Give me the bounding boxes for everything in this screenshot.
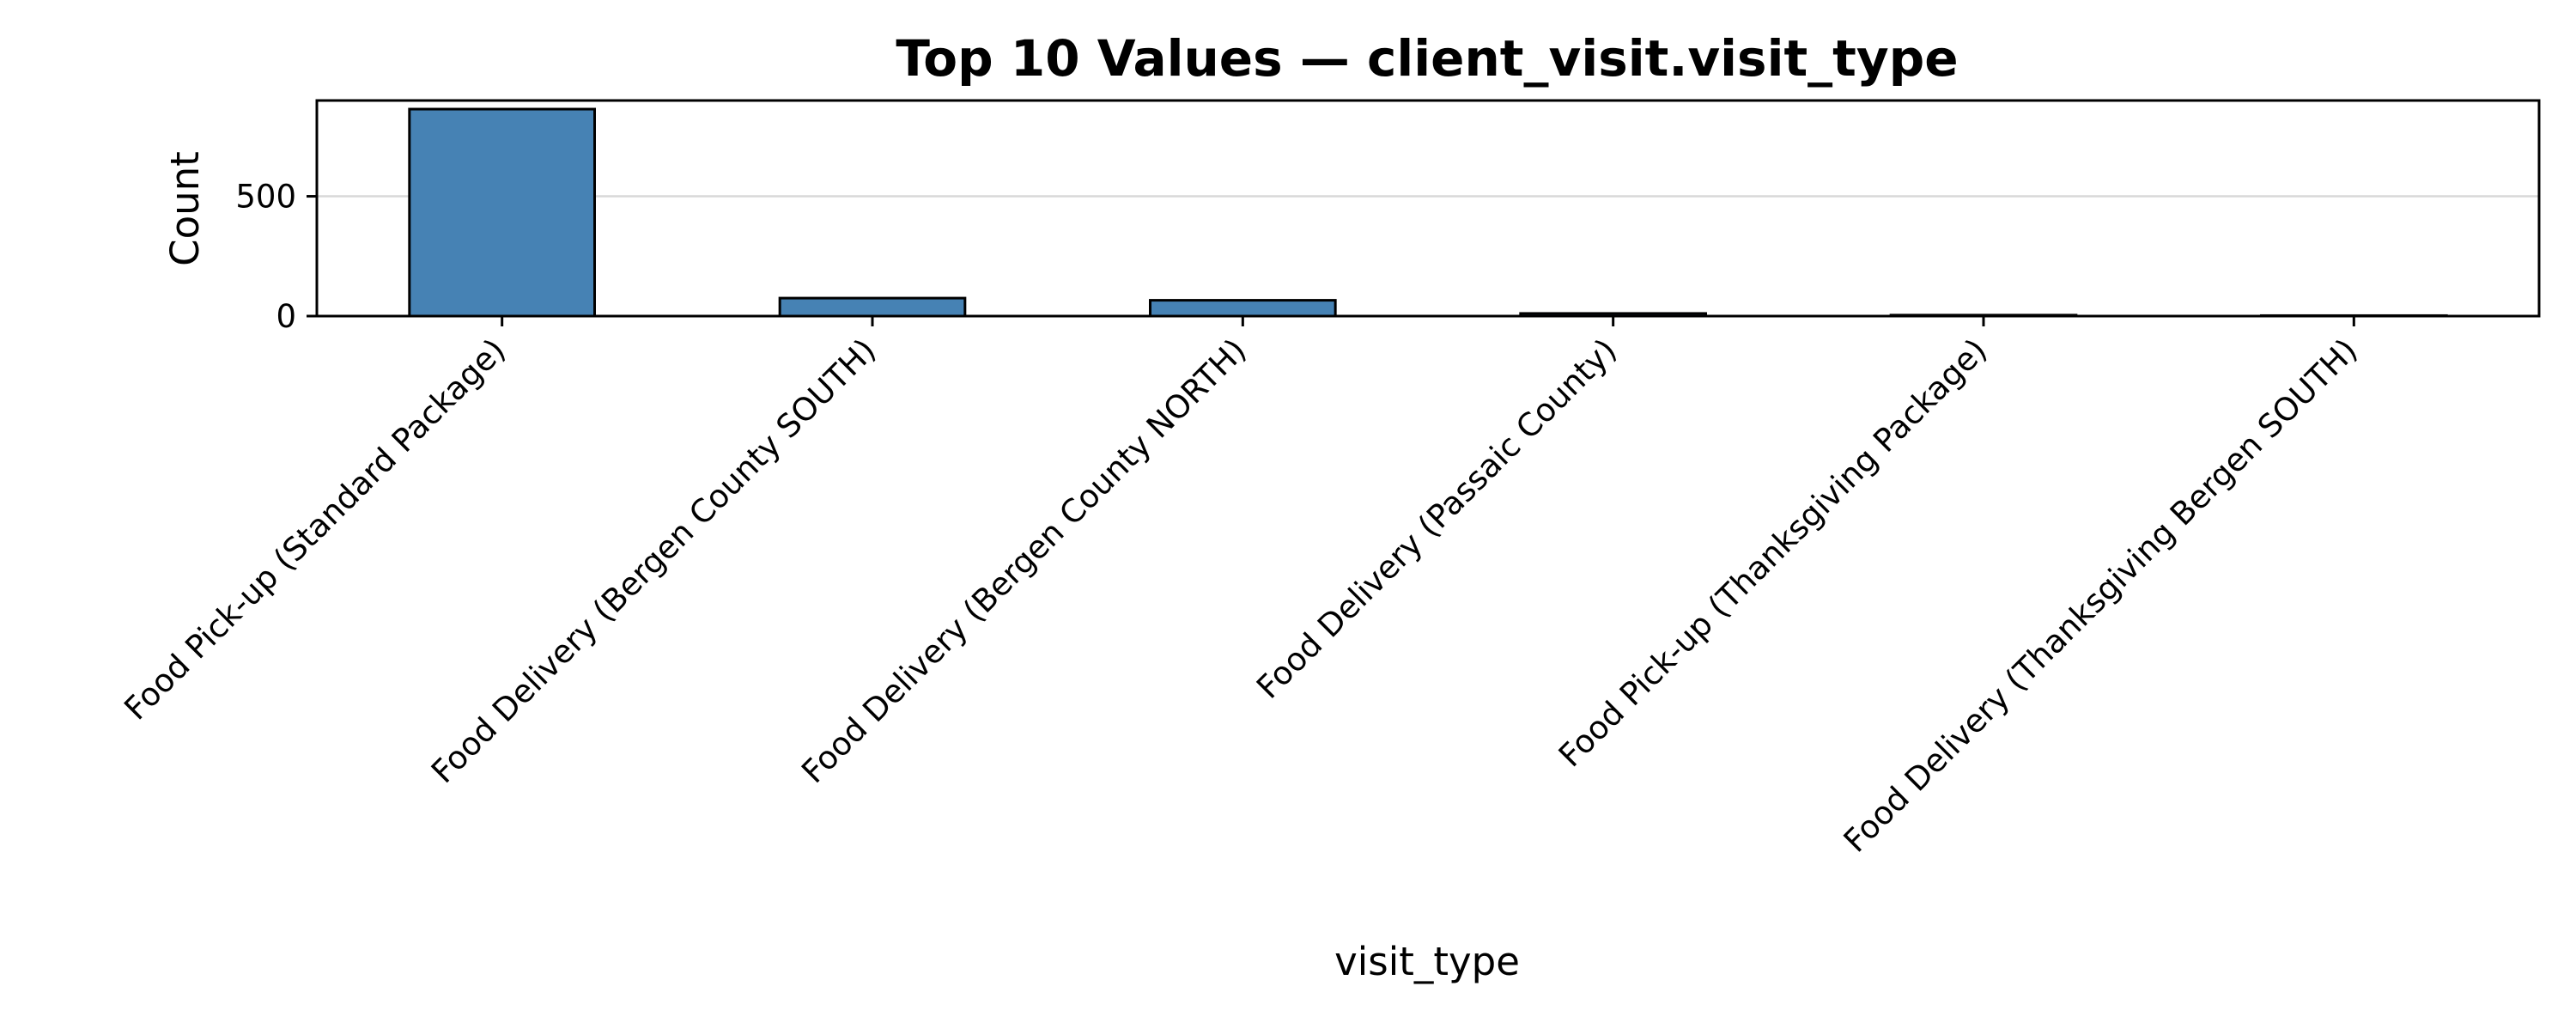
plot-area-frame [315,99,2541,318]
x-axis-label: visit_type [1334,939,1520,984]
chart-title: Top 10 Values — client_visit.visit_type [896,29,1958,88]
x-tick-label: Food Pick-up (Thanksgiving Package) [1552,332,1994,774]
x-axis-ticks: Food Pick-up (Standard Package)Food Deli… [117,316,2365,860]
y-axis-label: Count [162,151,208,266]
x-tick-label: Food Delivery (Bergen County SOUTH) [424,332,883,790]
bar-2 [1149,299,1337,318]
bar-1 [778,296,967,318]
y-axis-ticks: 0 500 [235,179,317,335]
x-tick-label: Food Pick-up (Standard Package) [117,332,513,728]
bars [408,107,2448,318]
y-tick-label: 500 [235,179,296,216]
x-tick-label: Food Delivery (Passaic County) [1249,332,1624,706]
x-tick-label: Food Delivery (Bergen County NORTH) [794,332,1253,790]
y-tick-label: 0 [276,298,296,335]
bar-0 [408,107,597,318]
